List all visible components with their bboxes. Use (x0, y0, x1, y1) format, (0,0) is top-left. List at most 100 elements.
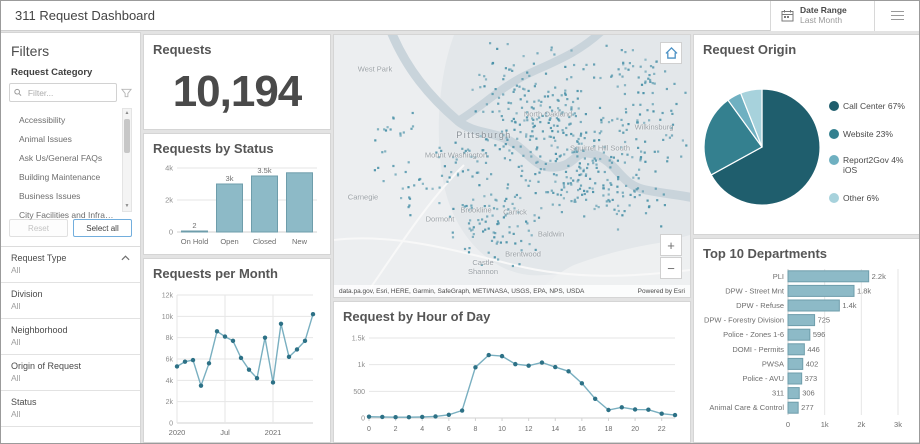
svg-text:12: 12 (525, 426, 533, 433)
map-basemap (334, 35, 690, 297)
category-item[interactable]: Animal Issues (19, 133, 72, 144)
menu-button[interactable] (875, 1, 919, 31)
svg-text:On Hold: On Hold (181, 237, 209, 246)
svg-text:Website 23%: Website 23% (843, 129, 893, 139)
origin-pie-chart[interactable]: Call Center 67% Website 23% Report2Gov 4%i… (700, 59, 913, 229)
requests-per-month-panel: Requests per Month 0 2k 4k 6k 8k 10k 12k 2020 Ju… (143, 258, 331, 443)
filter-section-division[interactable]: Division All (1, 283, 140, 319)
svg-text:Animal Care & Control: Animal Care & Control (709, 403, 784, 412)
svg-text:12k: 12k (162, 293, 174, 300)
scrollbar-thumb[interactable] (124, 119, 130, 153)
date-range-selector[interactable]: Date Range Last Month (770, 1, 875, 31)
map-place-label: North Oakland (523, 109, 573, 119)
category-item[interactable]: Business Issues (19, 190, 81, 201)
svg-text:0: 0 (169, 421, 173, 428)
svg-text:22: 22 (658, 426, 666, 433)
map-place-label: Carnegie (347, 192, 379, 202)
svg-text:2k: 2k (166, 399, 174, 406)
svg-text:PWSA: PWSA (762, 359, 784, 368)
filters-title: Filters (11, 43, 50, 59)
svg-text:2k: 2k (857, 420, 865, 429)
map-place-label: Carrick (503, 207, 527, 217)
request-by-hour-title: Request by Hour of Day (343, 309, 491, 324)
filter-section-label: Request Type (11, 253, 67, 263)
svg-text:2: 2 (394, 426, 398, 433)
svg-text:Police - AVU: Police - AVU (742, 374, 784, 383)
svg-text:Call Center 67%: Call Center 67% (843, 101, 905, 111)
requests-title: Requests (153, 42, 212, 57)
date-range-value: Last Month (800, 14, 843, 25)
map-place-label: Mount Washington (424, 150, 488, 160)
category-item[interactable]: Building Maintenance (19, 171, 101, 182)
zoom-out-button[interactable]: − (660, 257, 682, 279)
scroll-down-icon[interactable]: ▼ (124, 203, 130, 209)
status-bar-chart[interactable]: 0 2k 4k 2 On Hold 3k Open 3.5k Closed New (151, 158, 323, 254)
category-search-row (1, 83, 140, 108)
svg-text:4k: 4k (166, 378, 174, 385)
svg-text:DOMI - Permits: DOMI - Permits (732, 345, 784, 354)
scroll-up-icon[interactable]: ▲ (124, 110, 130, 116)
filter-section-status[interactable]: Status All (1, 391, 140, 427)
svg-text:596: 596 (813, 330, 826, 339)
svg-text:4: 4 (420, 426, 424, 433)
svg-text:2020: 2020 (169, 428, 186, 437)
filter-section-label: Division (11, 289, 43, 299)
filter-section-neighborhood[interactable]: Neighborhood All (1, 319, 140, 355)
category-search-box[interactable] (9, 83, 117, 102)
svg-text:311: 311 (772, 389, 784, 398)
map-place-label: Brookline (460, 205, 492, 215)
svg-text:6: 6 (447, 426, 451, 433)
category-filter-input[interactable] (25, 86, 112, 99)
svg-text:446: 446 (807, 345, 820, 354)
map-place-label: Wilkinsburg (634, 122, 674, 132)
svg-text:306: 306 (802, 389, 815, 398)
svg-text:iOS: iOS (843, 165, 858, 175)
funnel-icon[interactable] (121, 88, 132, 98)
category-scrollbar[interactable]: ▲ ▼ (122, 108, 132, 212)
svg-text:Open: Open (220, 237, 238, 246)
filter-section-value: All (11, 373, 21, 383)
zoom-in-button[interactable]: + (660, 234, 682, 256)
dashboard-title: 311 Request Dashboard (15, 8, 155, 23)
svg-text:DPW - Street Mnt: DPW - Street Mnt (725, 286, 785, 295)
date-range-label: Date Range (800, 4, 847, 15)
svg-text:0: 0 (169, 228, 173, 237)
category-item[interactable]: City Facilities and Infrastructure (19, 209, 121, 220)
map-place-label: Squirrel Hill South (569, 143, 631, 153)
category-item[interactable]: Accessibility (19, 114, 66, 125)
category-buttons: Reset Select all (1, 212, 140, 247)
svg-text:4k: 4k (165, 164, 173, 173)
reset-button[interactable]: Reset (9, 219, 68, 237)
filter-section-label: Origin of Request (11, 361, 82, 371)
svg-text:1k: 1k (358, 362, 366, 369)
requests-by-status-title: Requests by Status (153, 141, 274, 156)
home-button[interactable] (660, 42, 682, 64)
category-item[interactable]: Ask Us/General FAQs (19, 152, 103, 163)
requests-per-month-title: Requests per Month (153, 266, 278, 281)
map-place-label: Castle Shannon (467, 258, 499, 276)
request-origin-title: Request Origin (703, 42, 797, 57)
svg-text:2.2k: 2.2k (872, 272, 886, 281)
filter-section-request-type[interactable]: Request Type All (1, 247, 140, 283)
filter-section-label: Neighborhood (11, 325, 68, 335)
svg-text:0: 0 (367, 426, 371, 433)
request-by-hour-panel: Request by Hour of Day 0 500 1k 1.5k 0 2 4 6 8 10… (333, 301, 691, 443)
filter-section-origin[interactable]: Origin of Request All (1, 355, 140, 391)
filter-section-value: All (11, 409, 21, 419)
svg-text:Jul: Jul (220, 428, 230, 437)
svg-text:6k: 6k (166, 357, 174, 364)
svg-text:Police - Zones 1-6: Police - Zones 1-6 (723, 330, 784, 339)
svg-text:DPW - Forestry Division: DPW - Forestry Division (704, 316, 784, 325)
svg-text:1.8k: 1.8k (857, 286, 871, 295)
powered-by-esri: Powered by Esri (637, 287, 685, 295)
map[interactable]: West Park Pittsburgh Mount Washington North… (334, 35, 690, 297)
svg-text:1.5k: 1.5k (352, 336, 366, 343)
monthly-line-chart[interactable]: 0 2k 4k 6k 8k 10k 12k 2020 Jul 2021 (151, 283, 323, 441)
hourly-line-chart[interactable]: 0 500 1k 1.5k 0 2 4 6 8 10 12 14 16 18 20 22 (341, 326, 683, 438)
filter-section-value: All (11, 265, 21, 275)
svg-text:16: 16 (578, 426, 586, 433)
select-all-button[interactable]: Select all (73, 219, 132, 237)
departments-bar-chart[interactable]: 0 1k 2k 3k PLI 2.2k DPW - Street Mnt 1.8k DPW - … (700, 263, 913, 439)
top-departments-title: Top 10 Departments (703, 246, 828, 261)
